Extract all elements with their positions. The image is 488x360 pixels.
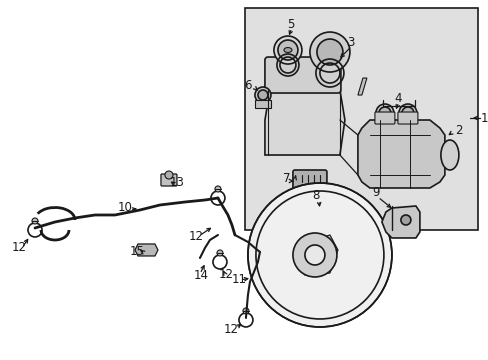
Circle shape bbox=[215, 186, 221, 192]
Circle shape bbox=[401, 107, 413, 119]
Circle shape bbox=[217, 250, 223, 256]
Text: 10: 10 bbox=[118, 202, 133, 215]
Circle shape bbox=[257, 90, 267, 100]
Text: 11: 11 bbox=[231, 274, 246, 287]
Polygon shape bbox=[294, 235, 337, 275]
Text: 5: 5 bbox=[286, 18, 294, 31]
Circle shape bbox=[243, 308, 248, 314]
Circle shape bbox=[32, 218, 38, 224]
Polygon shape bbox=[357, 78, 366, 95]
Text: 12: 12 bbox=[224, 324, 239, 337]
Text: 12: 12 bbox=[12, 242, 27, 255]
Text: 14: 14 bbox=[194, 270, 208, 283]
Circle shape bbox=[292, 233, 336, 277]
Circle shape bbox=[254, 87, 270, 103]
Circle shape bbox=[398, 104, 416, 122]
Text: 12: 12 bbox=[219, 269, 233, 282]
Circle shape bbox=[247, 183, 391, 327]
Ellipse shape bbox=[284, 48, 291, 53]
FancyBboxPatch shape bbox=[161, 174, 177, 186]
Circle shape bbox=[316, 39, 342, 65]
Text: 8: 8 bbox=[311, 189, 319, 202]
Circle shape bbox=[309, 32, 349, 72]
Polygon shape bbox=[381, 206, 419, 238]
Bar bbox=[254, 100, 270, 108]
Text: 6: 6 bbox=[244, 78, 251, 91]
Bar bbox=[244, 8, 477, 230]
Circle shape bbox=[277, 40, 297, 60]
Polygon shape bbox=[357, 120, 444, 188]
Text: 4: 4 bbox=[393, 91, 401, 104]
FancyBboxPatch shape bbox=[264, 57, 340, 93]
Text: 9: 9 bbox=[371, 186, 379, 199]
FancyBboxPatch shape bbox=[397, 112, 417, 124]
Polygon shape bbox=[135, 244, 158, 256]
Text: 13: 13 bbox=[170, 176, 184, 189]
Text: 1: 1 bbox=[480, 112, 488, 125]
Circle shape bbox=[273, 36, 301, 64]
Polygon shape bbox=[264, 65, 344, 155]
Circle shape bbox=[378, 107, 390, 119]
Text: 15: 15 bbox=[130, 246, 144, 258]
Ellipse shape bbox=[440, 140, 458, 170]
FancyBboxPatch shape bbox=[292, 170, 326, 192]
Circle shape bbox=[164, 171, 173, 179]
Text: 3: 3 bbox=[346, 36, 354, 49]
Circle shape bbox=[400, 215, 410, 225]
Text: 2: 2 bbox=[454, 123, 462, 136]
Circle shape bbox=[375, 104, 393, 122]
FancyBboxPatch shape bbox=[374, 112, 394, 124]
Circle shape bbox=[305, 245, 324, 265]
Text: 7: 7 bbox=[283, 171, 290, 185]
Text: 12: 12 bbox=[188, 230, 203, 243]
